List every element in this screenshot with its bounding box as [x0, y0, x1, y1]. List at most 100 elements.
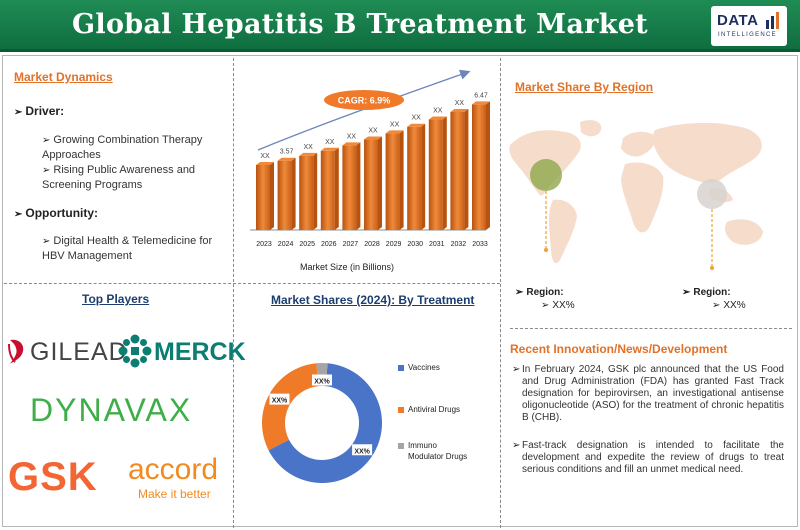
data-label-2026: XX: [325, 139, 335, 146]
driver-item-1: ➢ Growing Combination Therapy Approaches: [42, 133, 217, 162]
bar-2032: [450, 111, 465, 230]
merck-logo-icon: [118, 334, 152, 368]
bar-2026: [320, 150, 335, 230]
bar-2030: [407, 126, 422, 230]
top-players-title: Top Players: [82, 292, 150, 306]
tick-label-2029: 2029: [386, 241, 402, 248]
bar-side-2027: [356, 142, 361, 230]
region-left-value-text: XX%: [552, 300, 575, 311]
bar-cap-2026: [320, 147, 339, 151]
logo-bars-icon: [766, 12, 779, 29]
bar-cap-2027: [342, 142, 361, 146]
bar-2027: [342, 145, 357, 230]
chevron-right-icon: ➢: [14, 209, 23, 220]
header-banner: Global Hepatitis B Treatment Market DATA…: [0, 0, 800, 52]
market-size-bar-chart: XX 2023 3.57 2024 XX 2025 XX 2026 XX 2027 XX 2028 XX…: [250, 69, 490, 248]
chevron-right-icon: ➢: [682, 287, 691, 298]
donut-label-2: XX%: [314, 379, 330, 386]
bar-2031: [428, 119, 443, 230]
bar-2024: [277, 160, 292, 230]
bar-cap-2031: [428, 116, 447, 120]
bar-cap-2023: [256, 161, 274, 165]
bar-side-2026: [334, 147, 339, 230]
data-label-2027: XX: [347, 133, 357, 140]
divider-right: [500, 58, 501, 528]
region-left-label-text: Region:: [526, 287, 564, 298]
data-label-2032: XX: [455, 100, 465, 107]
data-label-2033: 6.47: [474, 92, 488, 99]
chevron-right-icon: ➢: [42, 236, 51, 247]
region-left-value: ➢ XX%: [541, 300, 575, 311]
bar-cap-2033: [472, 101, 490, 105]
data-label-2031: XX: [433, 108, 443, 115]
data-label-2025: XX: [304, 144, 314, 151]
bar-cap-2032: [450, 108, 469, 112]
chevron-right-icon: ➢: [515, 287, 524, 298]
legend-label-1: Antiviral Drugs: [408, 405, 461, 414]
news-title: Recent Innovation/News/Development: [510, 342, 728, 356]
legend-label-0: Vaccines: [408, 363, 440, 372]
divider-middle: [4, 283, 500, 284]
bar-cap-2028: [364, 136, 382, 140]
bar-cap-2025: [299, 152, 318, 156]
bar-cap-2029: [385, 130, 404, 134]
region-title: Market Share By Region: [515, 80, 654, 94]
donut-label-0: XX%: [354, 448, 370, 455]
driver-heading: ➢ Driver:: [14, 104, 64, 118]
chevron-right-icon: ➢: [541, 300, 550, 311]
cagr-callout: [324, 90, 404, 110]
content-frame: [2, 55, 798, 527]
logo-subtext: INTELLIGENCE: [718, 32, 777, 38]
region-marker-left: [530, 159, 562, 191]
bar-2029: [385, 133, 400, 230]
data-label-2029: XX: [390, 121, 400, 128]
legend-swatch-1: [398, 407, 404, 413]
bar-2023: [256, 164, 270, 230]
driver-text-1: Growing Combination Therapy Approaches: [42, 134, 203, 161]
accord-logo: accord: [128, 453, 219, 486]
chevron-right-icon: ➢: [14, 107, 23, 118]
legend-label-2: Immuno Modulator Drugs: [408, 441, 468, 461]
tick-label-2027: 2027: [343, 241, 359, 248]
news-item-2: ➢ Fast-track designation is intended to f…: [512, 440, 784, 476]
world-map: [509, 120, 763, 270]
treatment-title: Market Shares (2024): By Treatment: [271, 293, 475, 307]
bar-side-2028: [378, 136, 382, 230]
data-label-2028: XX: [368, 128, 378, 135]
donut-label-box-2: [312, 374, 332, 386]
tick-label-2031: 2031: [429, 241, 445, 248]
region-left-label: ➢ Region:: [515, 287, 564, 298]
tick-label-2025: 2025: [299, 241, 315, 248]
chevron-right-icon: ➢: [42, 135, 51, 146]
region-right-label-text: Region:: [693, 287, 731, 298]
logo-text: DATA: [717, 12, 759, 29]
tick-label-2028: 2028: [364, 241, 380, 248]
gilead-logo-icon: [8, 339, 24, 364]
chevron-right-icon: ➢: [42, 165, 51, 176]
bar-side-2023: [270, 161, 274, 230]
driver-item-2: ➢ Rising Public Awareness and Screening P…: [42, 163, 217, 192]
gsk-logo: GSK: [8, 455, 98, 499]
region-marker-right: [697, 179, 727, 209]
chevron-right-icon: ➢: [512, 364, 521, 375]
data-label-2024: 3.57: [280, 149, 294, 156]
tick-label-2024: 2024: [278, 241, 294, 248]
bar-cap-2024: [277, 157, 296, 161]
chevron-right-icon: ➢: [512, 440, 521, 451]
accord-tagline: Make it better: [138, 487, 211, 501]
tick-label-2023: 2023: [256, 241, 272, 248]
tick-label-2026: 2026: [321, 241, 337, 248]
bar-2025: [299, 155, 314, 230]
divider-left: [233, 58, 234, 528]
datam-logo: DATA INTELLIGENCE: [711, 6, 787, 46]
gilead-logo: GILEAD: [30, 338, 128, 366]
data-label-2023: XX: [260, 153, 270, 160]
donut-slice-1: [262, 363, 319, 451]
data-label-2030: XX: [412, 115, 422, 122]
bar-2028: [364, 139, 378, 230]
opportunity-heading: ➢ Opportunity:: [14, 206, 98, 220]
bar-side-2033: [486, 101, 490, 230]
tick-label-2033: 2033: [472, 241, 488, 248]
donut-label-1: XX%: [272, 398, 288, 405]
bar-side-2029: [399, 130, 404, 230]
